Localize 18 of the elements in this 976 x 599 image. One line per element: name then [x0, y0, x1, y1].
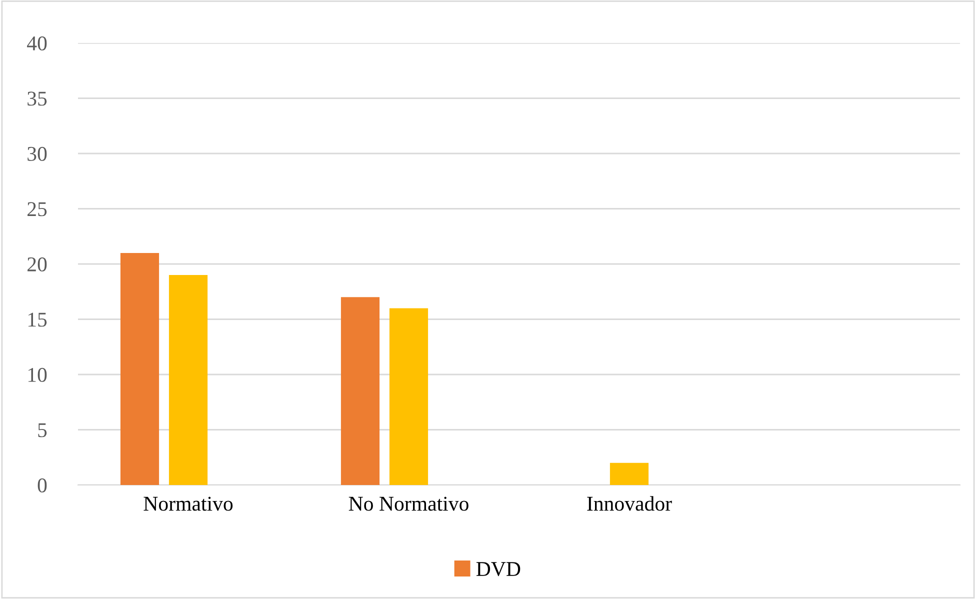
- bar: [168, 275, 208, 485]
- y-tick-label: 20: [28, 257, 47, 272]
- y-tick-label: 30: [28, 146, 47, 161]
- y-tick-label: 10: [28, 368, 47, 382]
- bar: [120, 252, 160, 485]
- x-tick-label: Normativo: [144, 496, 233, 511]
- y-tick-label: 40: [27, 36, 47, 50]
- y-tick-label: 0: [38, 478, 47, 492]
- x-tick-label: No Normativo: [348, 496, 468, 511]
- legend-label: DVD: [476, 562, 520, 576]
- y-tick-label: 5: [38, 423, 47, 438]
- y-tick-label: 25: [28, 202, 47, 216]
- y-tick-label: 15: [28, 312, 47, 327]
- bar: [340, 297, 380, 485]
- y-tick-label: 35: [28, 92, 47, 106]
- bar: [610, 462, 649, 485]
- bar: [389, 308, 428, 485]
- x-tick-label: Innovador: [587, 496, 672, 511]
